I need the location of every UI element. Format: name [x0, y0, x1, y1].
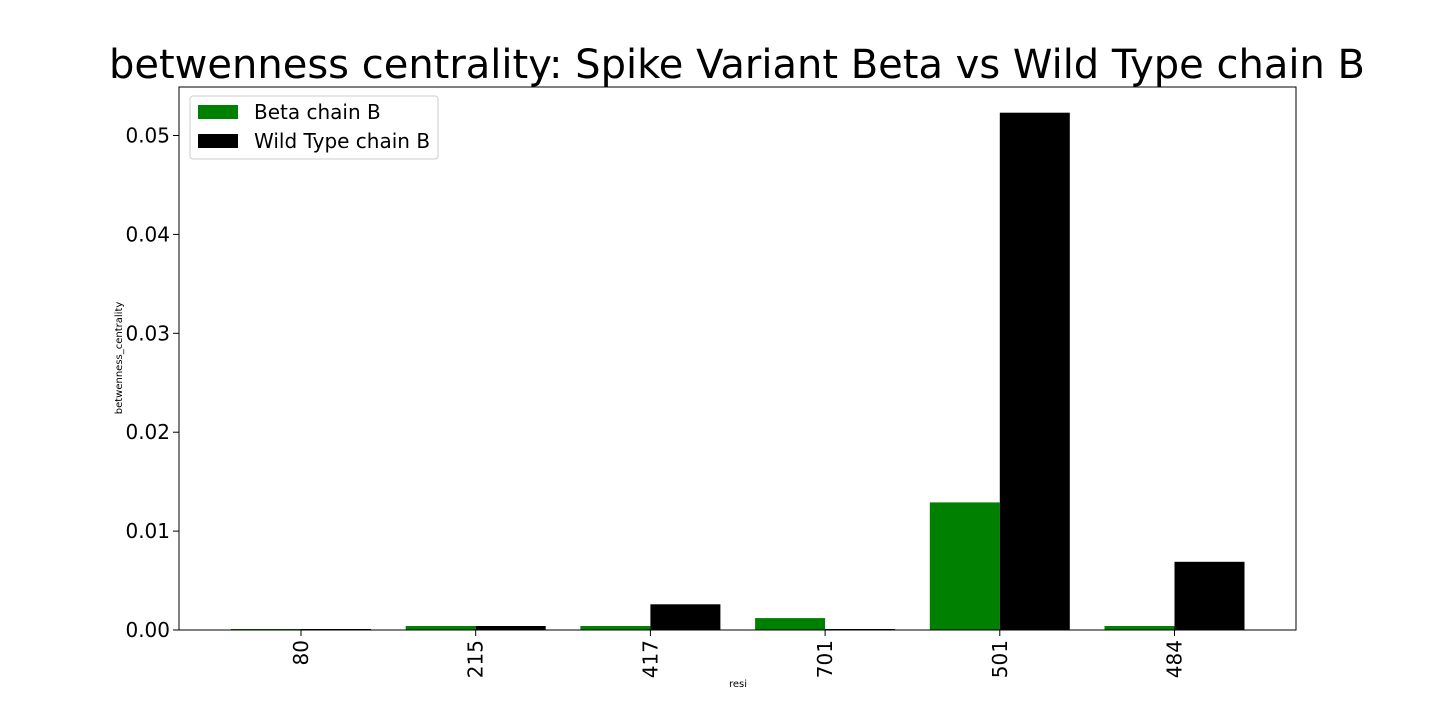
chart-title: betwenness centrality: Spike Variant Bet…: [109, 42, 1365, 88]
bar-wild-type-484: [1174, 561, 1245, 630]
x-axis-label: resi: [729, 679, 747, 690]
y-tick-label: 0.04: [125, 222, 170, 246]
bar-beta-417: [580, 626, 651, 630]
bar-wild-type-501: [999, 112, 1070, 630]
legend-label-wild-type: Wild Type chain B: [254, 129, 430, 153]
y-tick-label: 0.03: [125, 321, 170, 345]
x-tick-label: 701: [813, 640, 837, 678]
legend-swatch-wild-type: [198, 134, 238, 148]
y-axis-ticks: 0.00 0.01 0.02 0.03 0.04 0.05: [125, 124, 179, 642]
x-tick-label: 484: [1163, 640, 1187, 678]
bar-beta-215: [405, 626, 476, 630]
y-tick-label: 0.01: [125, 519, 170, 543]
y-axis-label: betwenness_centrality: [114, 302, 125, 415]
bars-group: [231, 112, 1245, 630]
legend-label-beta: Beta chain B: [254, 100, 381, 124]
y-tick-label: 0.02: [125, 420, 170, 444]
y-tick-label: 0.00: [125, 618, 170, 642]
bar-beta-701: [755, 618, 826, 630]
x-axis-ticks: 80 215 417 701 501 484: [289, 630, 1187, 678]
legend: Beta chain B Wild Type chain B: [189, 95, 439, 160]
bar-wild-type-417: [650, 604, 721, 630]
y-tick-label: 0.05: [125, 124, 170, 148]
bar-beta-484: [1104, 626, 1175, 630]
x-tick-label: 501: [988, 640, 1012, 678]
x-tick-label: 215: [464, 640, 488, 678]
bar-beta-501: [929, 502, 1000, 630]
x-tick-label: 417: [638, 640, 662, 678]
legend-box: [189, 95, 439, 160]
plot-area-frame: [178, 86, 1297, 631]
x-tick-label: 80: [289, 640, 313, 665]
bar-wild-type-215: [475, 626, 546, 630]
legend-swatch-beta: [198, 105, 238, 119]
